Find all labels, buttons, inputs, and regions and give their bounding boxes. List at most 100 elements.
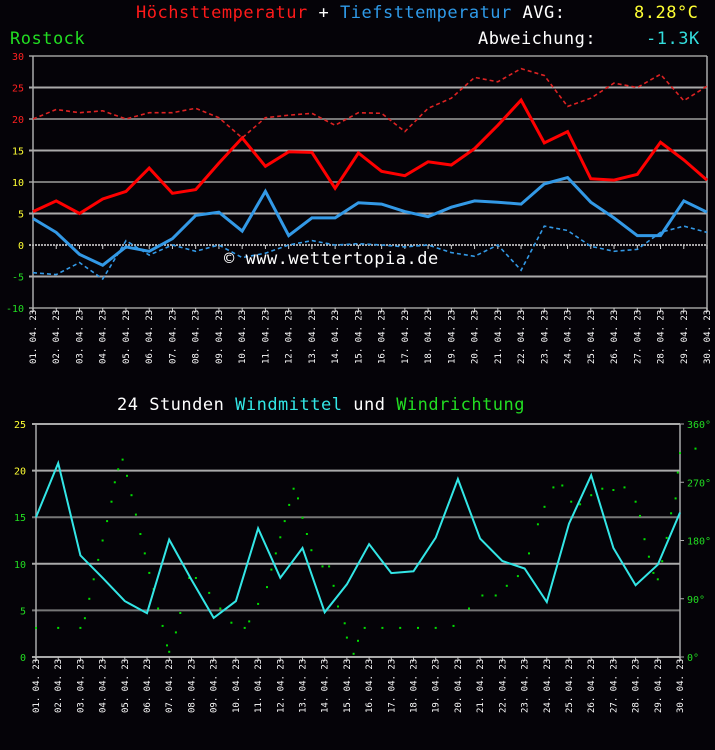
direction-point bbox=[670, 512, 673, 515]
direction-point bbox=[332, 584, 335, 587]
x-tick-label: 29. 04. 23 bbox=[680, 310, 690, 364]
direction-point bbox=[130, 494, 133, 497]
y-tick-label: 15 bbox=[14, 513, 26, 524]
direction-point bbox=[92, 578, 95, 581]
direction-point bbox=[579, 503, 582, 506]
direction-point bbox=[452, 624, 455, 627]
series-line bbox=[32, 225, 708, 281]
direction-point bbox=[505, 584, 508, 587]
direction-point bbox=[121, 458, 124, 461]
direction-point bbox=[661, 560, 664, 563]
x-tick-label: 05. 04. 23 bbox=[122, 310, 132, 364]
direction-point bbox=[139, 533, 142, 535]
watermark: © www.wettertopia.de bbox=[224, 249, 439, 269]
y-tick-label: 15 bbox=[12, 147, 24, 158]
direction-point bbox=[148, 571, 151, 574]
direction-point bbox=[157, 607, 160, 610]
direction-point bbox=[321, 565, 324, 568]
direction-point bbox=[297, 497, 299, 500]
direction-point bbox=[337, 605, 339, 608]
direction-point bbox=[357, 639, 359, 642]
x-tick-label: 23. 04. 23 bbox=[540, 310, 550, 364]
temperature-chart: 30 25 20 15 10 5 0 -5 -10 01. 04. 23 02. 04. 23 03.… bbox=[6, 52, 713, 364]
title-min: Tiefsttemperatur bbox=[340, 3, 512, 23]
x-tick-label: 18. 04. 23 bbox=[424, 310, 434, 364]
direction-point bbox=[652, 571, 655, 574]
wind-title-mean: Windmittel bbox=[235, 395, 343, 415]
x-tick-label: 21. 04. 23 bbox=[494, 310, 504, 364]
x-tick-label: 29. 04. 23 bbox=[654, 659, 664, 713]
direction-point bbox=[665, 536, 668, 539]
y-tick-label: 30 bbox=[12, 52, 24, 63]
direction-point bbox=[179, 612, 182, 614]
direction-point bbox=[106, 520, 109, 523]
deviation-value: -1.3K bbox=[646, 29, 700, 49]
direction-point bbox=[536, 523, 539, 526]
direction-point bbox=[288, 503, 291, 506]
x-tick-label: 08. 04. 23 bbox=[187, 659, 197, 713]
direction-point bbox=[399, 626, 402, 629]
deviation-label: Abweichung: bbox=[478, 29, 597, 49]
x-tick-label: 16. 04. 23 bbox=[378, 310, 388, 364]
direction-point bbox=[639, 514, 641, 517]
x-tick-label: 22. 04. 23 bbox=[498, 659, 508, 713]
y-tick-label: 0 bbox=[18, 241, 24, 252]
wind-chart-title: 24 Stunden Windmittel und Windrichtung bbox=[117, 395, 525, 415]
direction-point bbox=[117, 468, 120, 471]
x-tick-label: 14. 04. 23 bbox=[321, 659, 331, 713]
direction-point bbox=[83, 617, 86, 620]
series-line bbox=[32, 67, 708, 139]
direction-point bbox=[188, 577, 191, 579]
x-tick-label: 14. 04. 23 bbox=[331, 310, 341, 364]
x-tick-label: 10. 04. 23 bbox=[238, 310, 248, 364]
direction-point bbox=[381, 626, 384, 629]
direction-point bbox=[292, 487, 295, 490]
x-tick-label: 26. 04. 23 bbox=[587, 659, 597, 713]
direction-point bbox=[328, 565, 331, 568]
x-tick-label: 12. 04. 23 bbox=[285, 310, 295, 364]
x-tick-label: 27. 04. 23 bbox=[609, 659, 619, 713]
y2-tick-label: 360° bbox=[687, 420, 711, 431]
direction-point bbox=[643, 538, 646, 541]
direction-point bbox=[126, 474, 128, 477]
title-plus: + bbox=[318, 3, 330, 23]
x-tick-label: 07. 04. 23 bbox=[165, 659, 175, 713]
x-tick-label: 01. 04. 23 bbox=[32, 659, 42, 713]
y-tick-label: 20 bbox=[12, 115, 24, 126]
x-tick-label: 05. 04. 23 bbox=[121, 659, 131, 713]
direction-point bbox=[219, 607, 222, 610]
y-tick-label: 20 bbox=[14, 467, 26, 478]
direction-point bbox=[230, 621, 233, 624]
x-tick-label: 06. 04. 23 bbox=[145, 310, 155, 364]
direction-point bbox=[279, 536, 282, 539]
x-tick-label: 21. 04. 23 bbox=[476, 659, 486, 713]
direction-point bbox=[88, 597, 91, 600]
direction-point bbox=[57, 626, 60, 629]
direction-point bbox=[363, 626, 366, 629]
direction-point bbox=[113, 481, 116, 484]
direction-point bbox=[143, 552, 146, 555]
direction-point bbox=[561, 484, 564, 487]
y2-tick-label: 0° bbox=[687, 653, 699, 664]
direction-point bbox=[194, 577, 197, 579]
direction-point bbox=[343, 622, 346, 625]
x-tick-label: 28. 04. 23 bbox=[632, 659, 642, 713]
x-tick-label: 13. 04. 23 bbox=[298, 659, 308, 713]
x-tick-label: 02. 04. 23 bbox=[54, 659, 64, 713]
direction-point bbox=[257, 602, 260, 605]
station-name: Rostock bbox=[10, 29, 86, 49]
direction-point bbox=[352, 652, 355, 655]
direction-point bbox=[468, 607, 470, 610]
direction-point bbox=[674, 497, 677, 500]
x-tick-label: 20. 04. 23 bbox=[454, 659, 464, 713]
wind-title-prefix: 24 Stunden bbox=[117, 395, 225, 415]
x-tick-label: 11. 04. 23 bbox=[261, 310, 271, 364]
wind-title-and: und bbox=[353, 395, 386, 415]
x-tick-label: 25. 04. 23 bbox=[565, 659, 575, 713]
x-tick-label: 09. 04. 23 bbox=[215, 310, 225, 364]
y-tick-label: 10 bbox=[14, 560, 26, 571]
x-tick-label: 17. 04. 23 bbox=[401, 310, 411, 364]
y-tick-label: -10 bbox=[6, 304, 24, 315]
direction-point bbox=[101, 539, 104, 542]
direction-point bbox=[656, 578, 659, 581]
